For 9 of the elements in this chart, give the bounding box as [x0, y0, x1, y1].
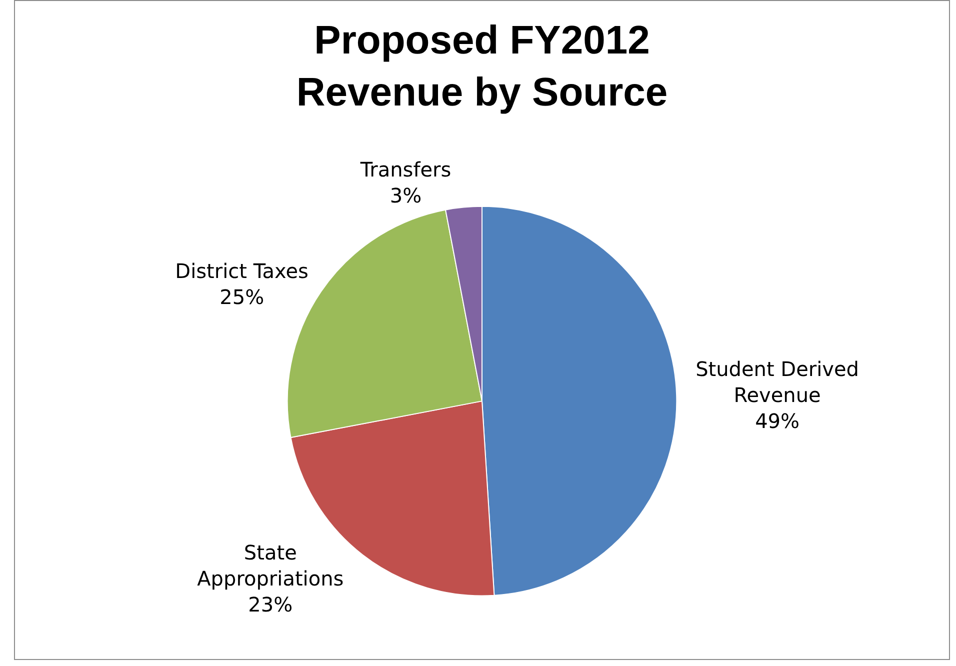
data-label: 25% [220, 284, 264, 309]
slice-label: Student Derived Revenue [696, 356, 859, 407]
slice-label: Transfers [359, 157, 452, 182]
data-label: 23% [248, 592, 293, 617]
slice-label: District Taxes [175, 258, 308, 283]
data-label: 49% [755, 408, 800, 433]
slice-label: State Appropriations [197, 540, 344, 591]
data-label: 3% [390, 183, 422, 208]
chart-title: Proposed FY2012 Revenue by Source [296, 18, 668, 115]
